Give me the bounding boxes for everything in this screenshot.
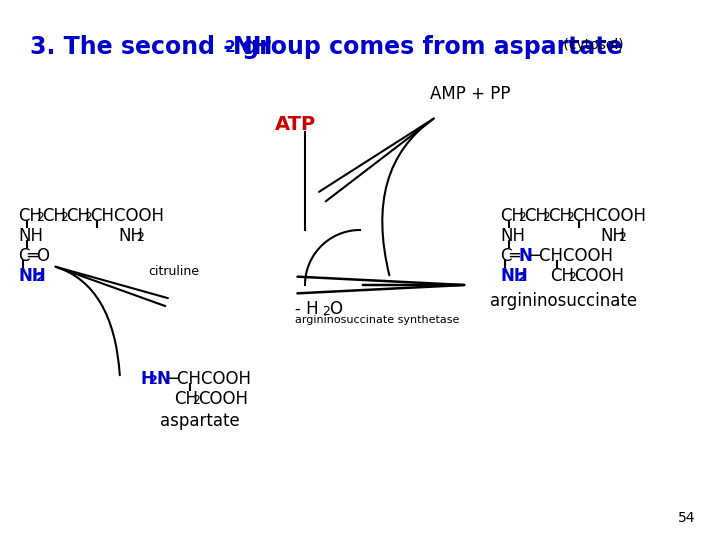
Text: ─CHCOOH: ─CHCOOH: [529, 247, 613, 265]
Text: CHCOOH: CHCOOH: [572, 207, 646, 225]
Text: CH: CH: [174, 390, 198, 408]
Text: 2: 2: [225, 40, 235, 55]
Text: 2: 2: [192, 394, 200, 407]
Text: CH: CH: [548, 207, 572, 225]
Text: C: C: [500, 247, 511, 265]
Text: citruline: citruline: [148, 265, 199, 278]
Text: 2: 2: [149, 374, 158, 387]
Text: O: O: [329, 300, 342, 318]
Text: CH: CH: [550, 267, 574, 285]
Text: 2: 2: [322, 305, 330, 318]
Text: COOH: COOH: [574, 267, 624, 285]
Text: NH: NH: [18, 227, 43, 245]
Text: 2: 2: [36, 271, 45, 284]
Text: CH: CH: [42, 207, 66, 225]
Text: 2: 2: [518, 211, 526, 224]
Text: 54: 54: [678, 511, 695, 525]
Text: aspartate: aspartate: [160, 412, 240, 430]
Text: ═: ═: [509, 247, 519, 265]
Text: CH: CH: [18, 207, 42, 225]
Text: 2: 2: [36, 211, 44, 224]
Text: NH: NH: [18, 267, 46, 285]
Text: CH: CH: [524, 207, 548, 225]
Text: ═O: ═O: [27, 247, 50, 265]
Text: argininosuccinate synthetase: argininosuccinate synthetase: [295, 315, 459, 325]
Text: ─CHCOOH: ─CHCOOH: [167, 370, 251, 388]
Text: group comes from aspartate: group comes from aspartate: [234, 35, 623, 59]
Text: 2: 2: [518, 271, 527, 284]
Text: COOH: COOH: [198, 390, 248, 408]
Text: CHCOOH: CHCOOH: [90, 207, 164, 225]
Text: (cytosol): (cytosol): [559, 38, 624, 52]
Text: ATP: ATP: [275, 115, 316, 134]
Text: N: N: [519, 247, 533, 265]
Text: 2: 2: [542, 211, 550, 224]
Text: 2: 2: [566, 211, 574, 224]
Text: CH: CH: [66, 207, 90, 225]
Text: NH: NH: [600, 227, 625, 245]
Text: argininosuccinate: argininosuccinate: [490, 292, 637, 310]
Text: NH: NH: [500, 267, 528, 285]
Text: 2: 2: [84, 211, 92, 224]
Text: 2: 2: [136, 231, 144, 244]
Text: CH: CH: [500, 207, 524, 225]
Text: N: N: [156, 370, 170, 388]
Text: 2: 2: [568, 271, 576, 284]
Text: - H: - H: [295, 300, 319, 318]
Text: 3. The second -NH: 3. The second -NH: [30, 35, 272, 59]
Text: H: H: [140, 370, 154, 388]
Text: AMP + PP: AMP + PP: [430, 85, 510, 103]
Text: 2: 2: [60, 211, 68, 224]
Text: 2: 2: [618, 231, 626, 244]
Text: NH: NH: [500, 227, 525, 245]
Text: C: C: [18, 247, 30, 265]
Text: NH: NH: [118, 227, 143, 245]
